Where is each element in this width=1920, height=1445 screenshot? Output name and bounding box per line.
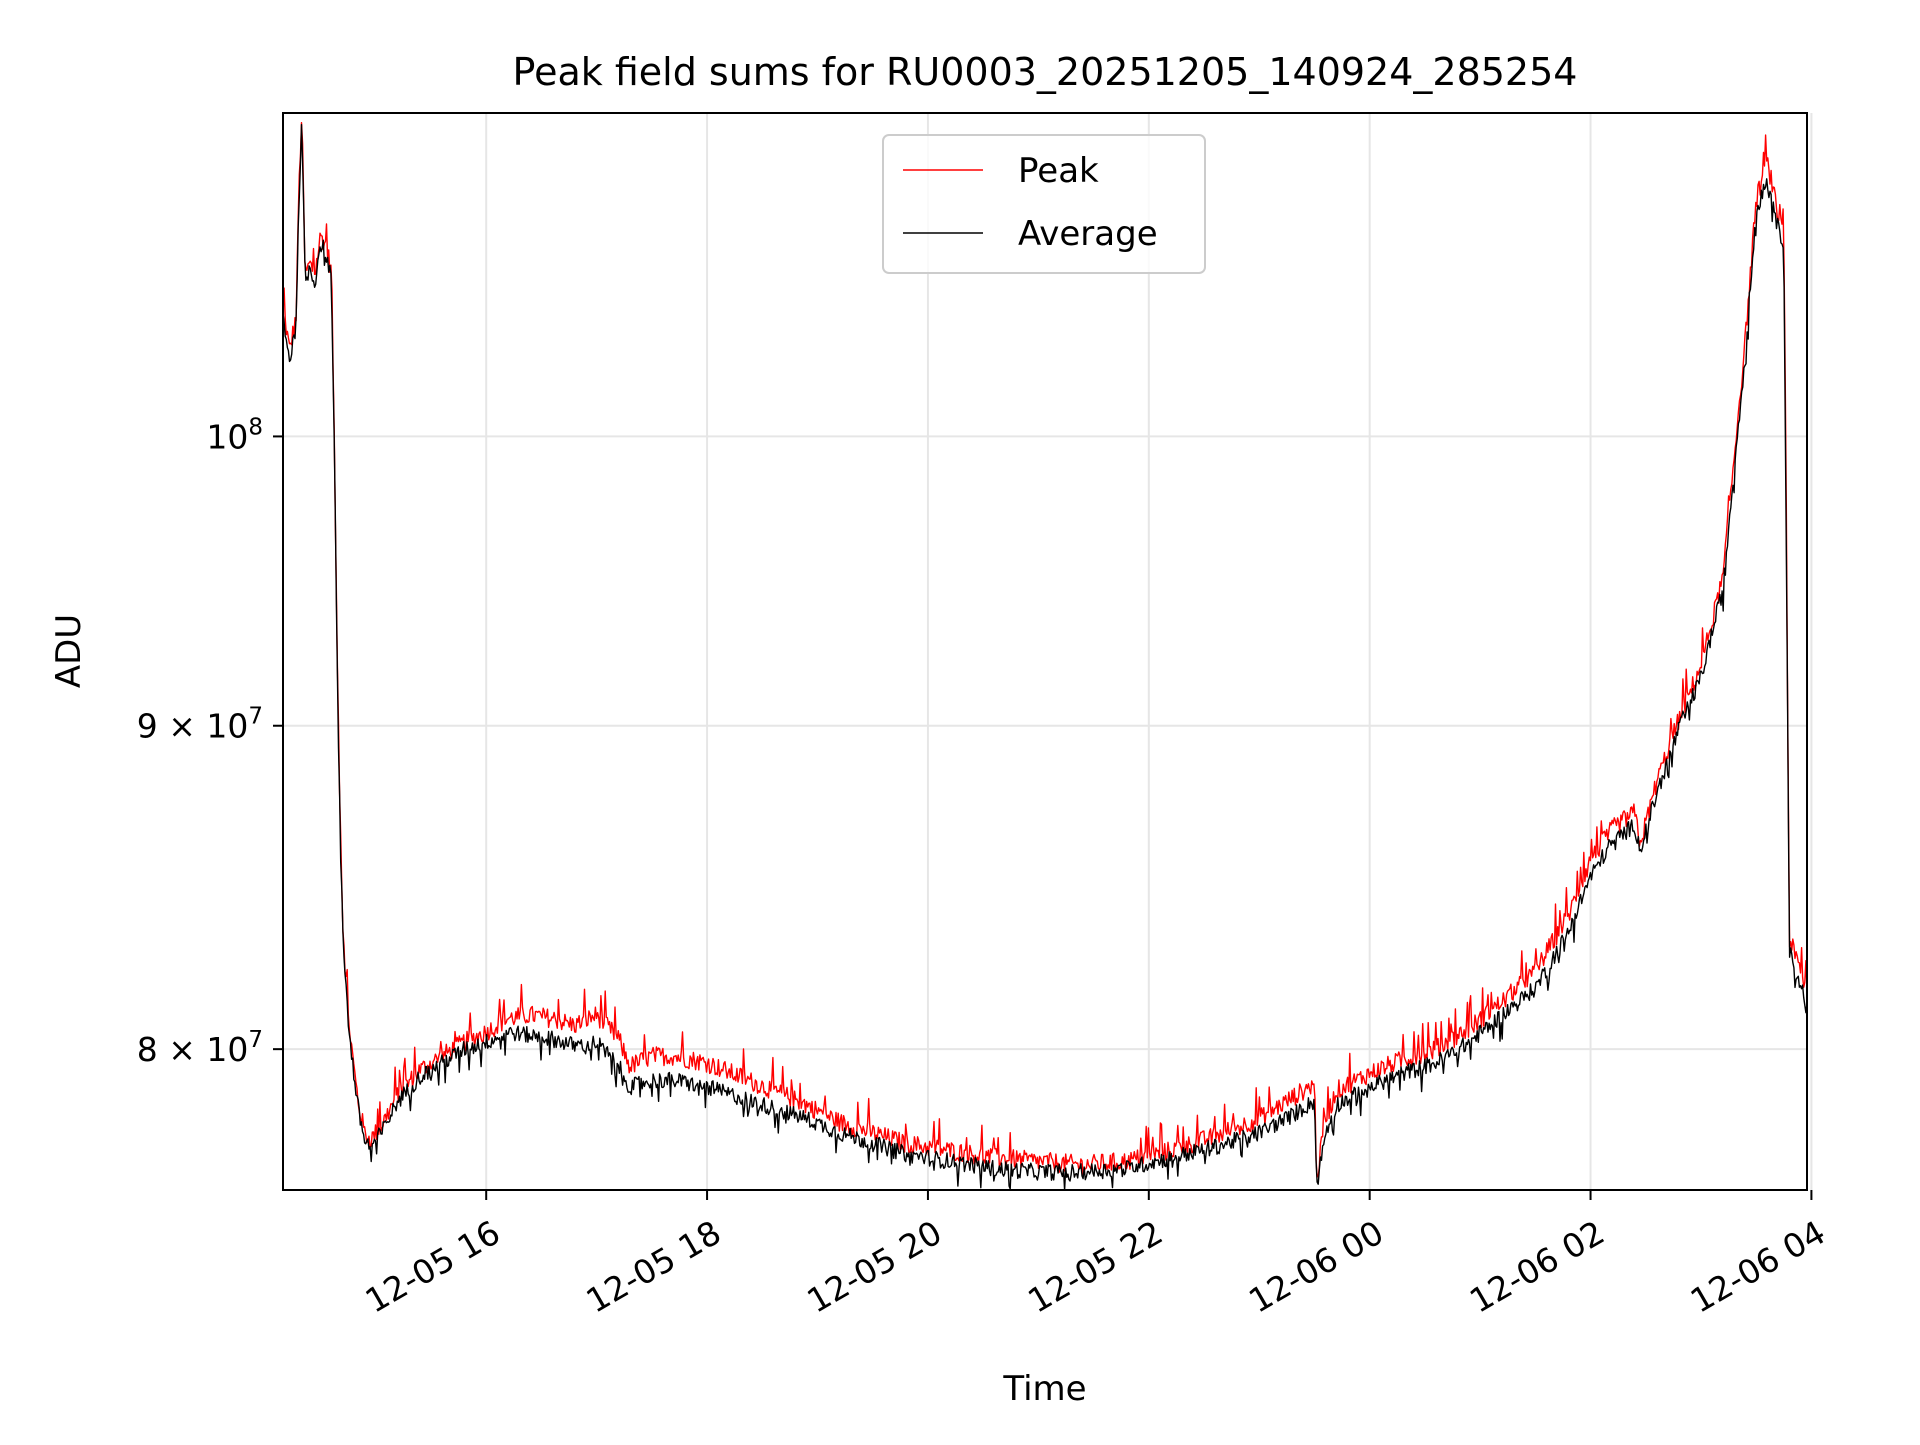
x-axis-label: Time — [1002, 1369, 1086, 1409]
legend-peak-label: Peak — [1018, 151, 1099, 191]
series-lines — [283, 122, 1807, 1190]
plot-frame — [282, 112, 1808, 1191]
peak-series-line — [283, 122, 1807, 1178]
legend: Peak Average — [882, 134, 1206, 274]
y-axis-ticks: 108 9 × 107 8 × 107 — [137, 414, 283, 1069]
legend-average-label: Average — [1018, 214, 1158, 254]
y-axis-label: ADU — [49, 614, 89, 688]
average-series-line — [283, 124, 1807, 1190]
y-tick-label: 8 × 107 — [137, 1027, 263, 1069]
y-tick-label: 9 × 107 — [137, 704, 263, 746]
grid-lines — [283, 113, 1813, 1190]
chart-title: Peak field sums for RU0003_20251205_1409… — [513, 50, 1578, 94]
y-tick-label: 108 — [206, 414, 263, 456]
